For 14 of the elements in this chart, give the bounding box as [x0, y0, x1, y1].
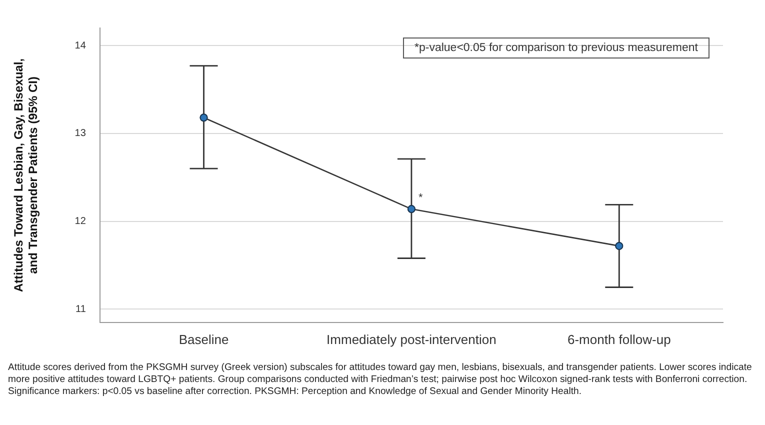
y-tick-label: 12: [74, 216, 86, 228]
annotation: *: [418, 192, 424, 204]
point: [615, 242, 624, 250]
y-tick-label: 14: [74, 40, 86, 52]
point: [407, 205, 416, 214]
y-tick-label: 11: [76, 304, 86, 315]
text: Attitude scores derived from the PKSGMH survey (Greek version) subscales for attitudes toward gay men, lesbians, bisexuals, and transgender patients. Lower scores indicate more positive attitudes toward LGBTQ+ patients. Group comparisons conducted with Friedman’s test; pairwise post hoc Wilcoxon signed-rank tests with Bonferroni correction. Significance markers: p<0.05 vs baseline after correction. PKSGMH: Perception and Knowledge of Sexual and Gender Minority Health.: [8, 362, 753, 398]
annotation: *p-value<0.05 for comparison to previous measurement: [414, 42, 699, 54]
x-tick-label: Baseline: [178, 332, 229, 347]
point: [200, 114, 208, 122]
y-axis-title: Attitudes Toward Lesbian, Gay, Bisexual, and Transgender Patients (95% CI): [12, 58, 40, 292]
x-tick-label: Immediately post-intervention: [326, 332, 496, 347]
y-tick-label: 13: [74, 128, 86, 140]
x-tick-label: 6-month follow-up: [567, 332, 671, 347]
